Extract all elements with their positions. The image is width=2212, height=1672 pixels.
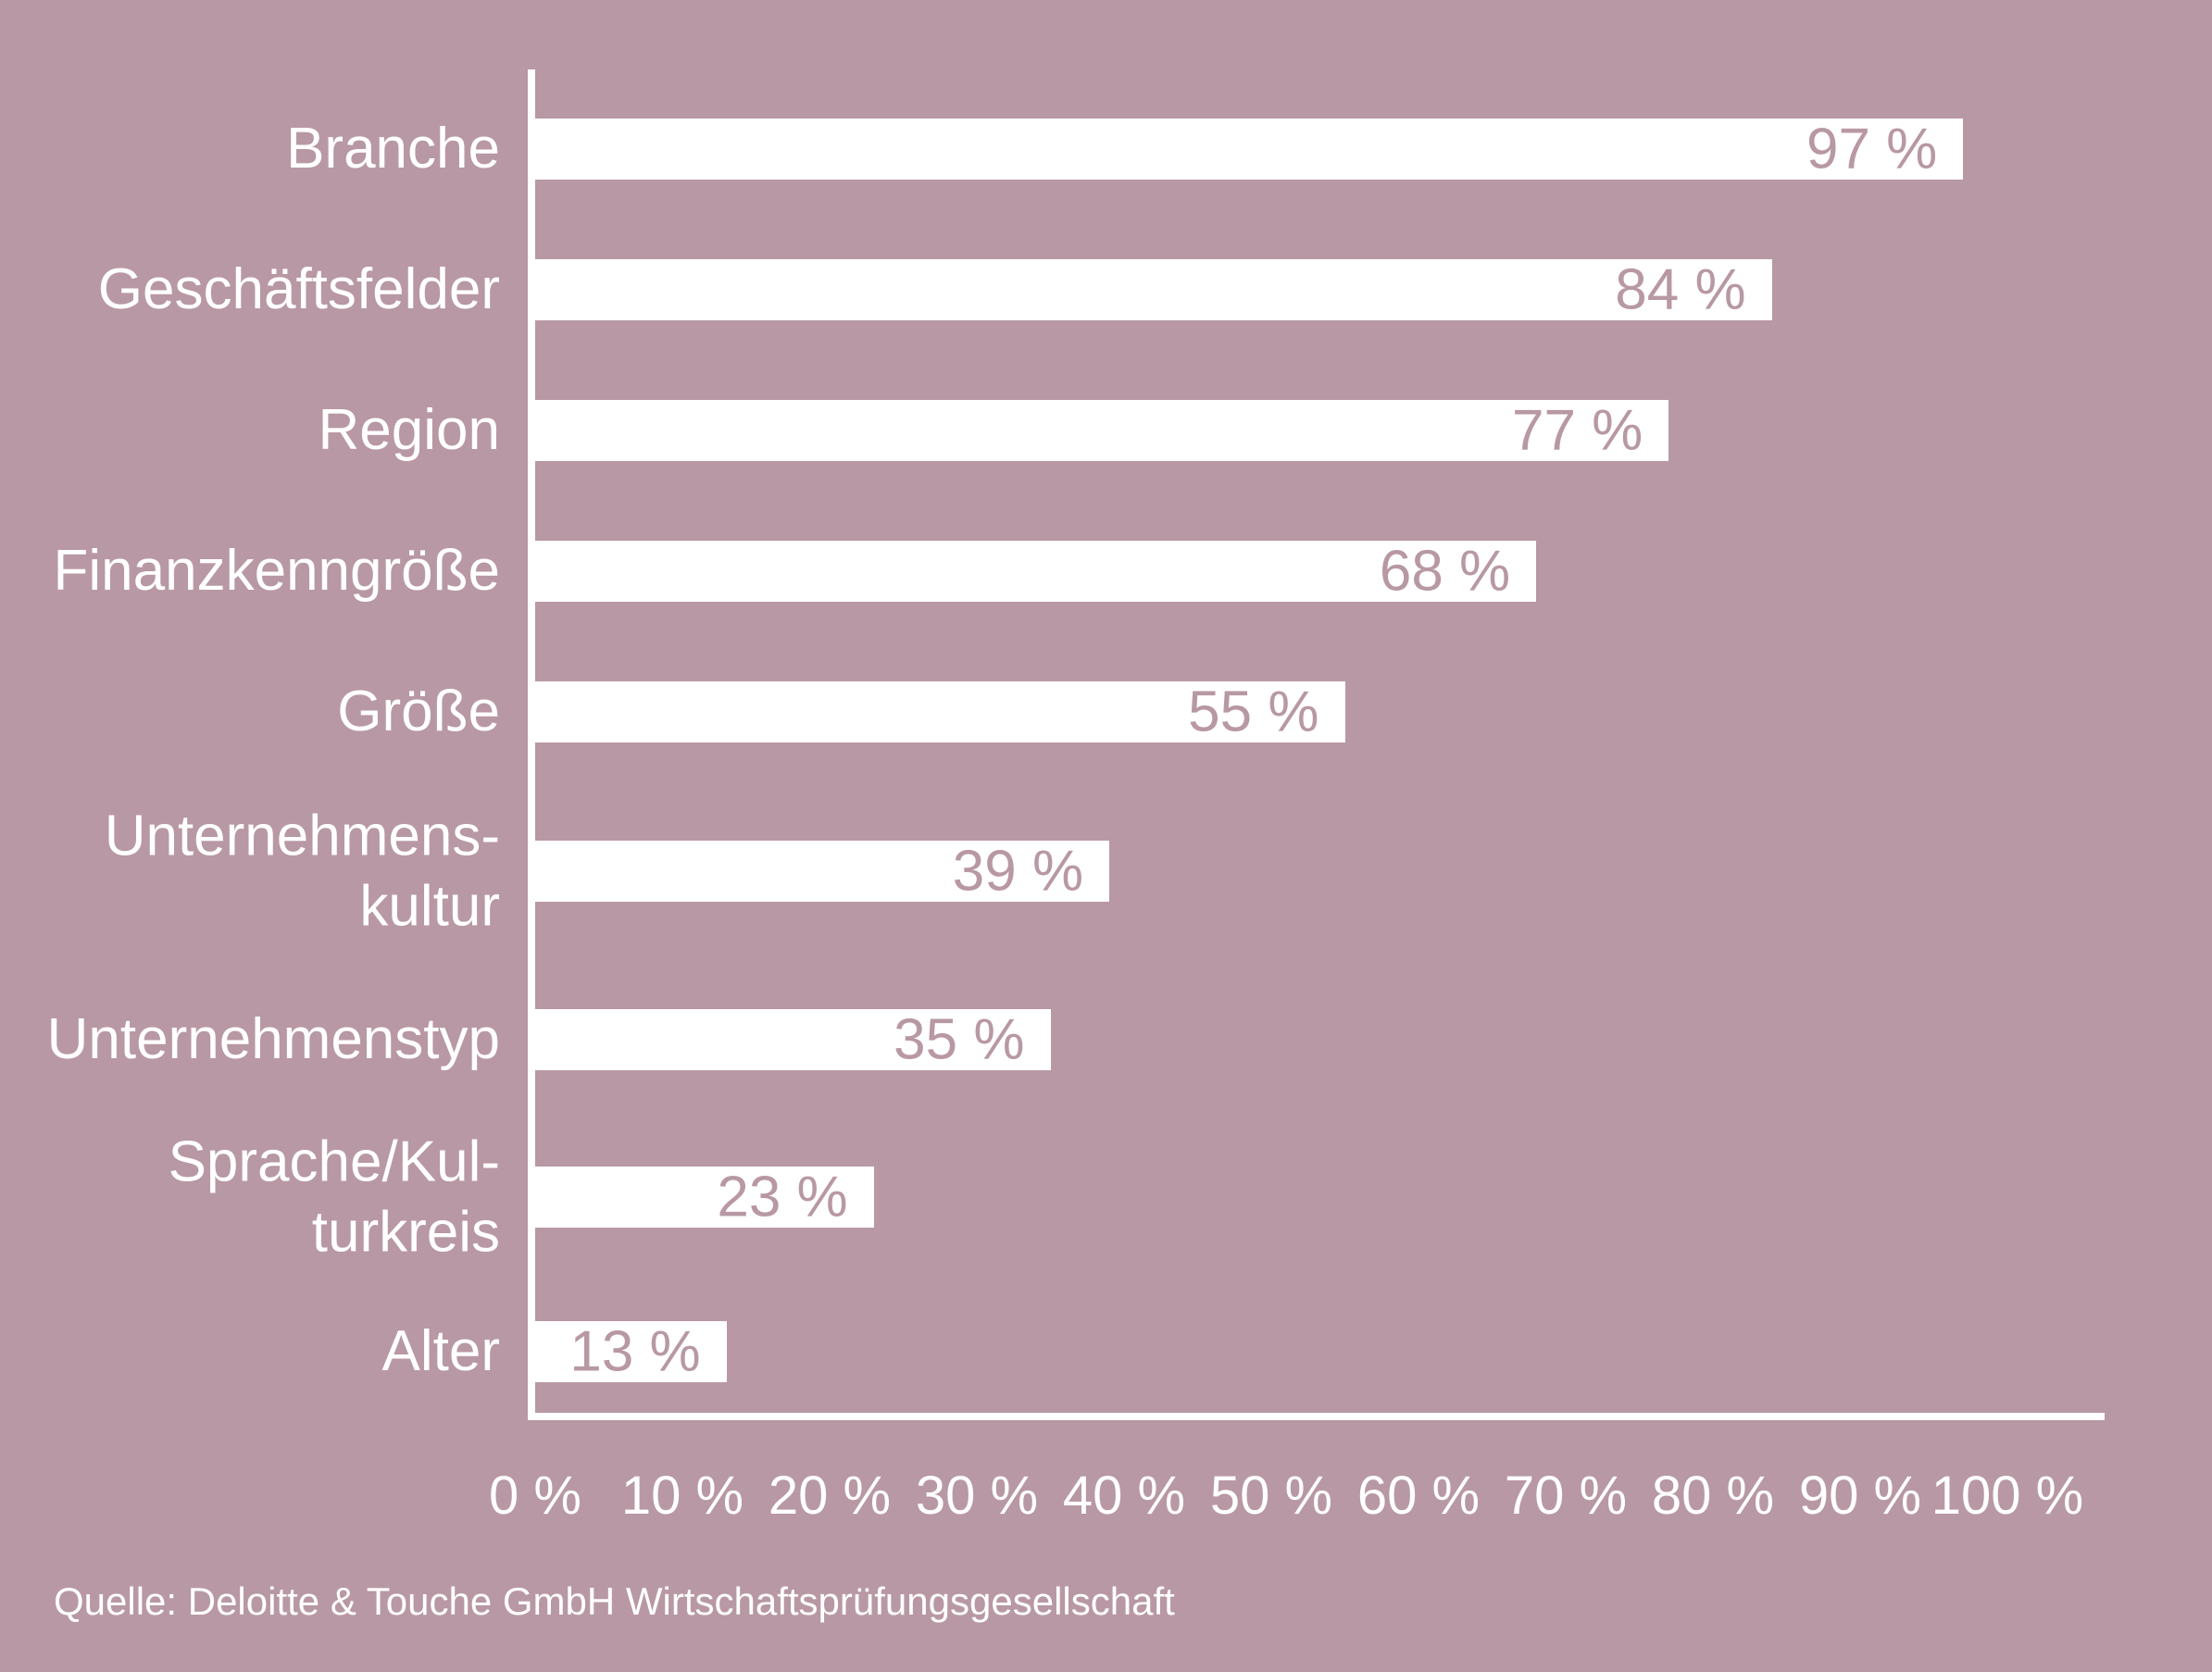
bar: 84 % — [535, 257, 1772, 322]
value-label: 68 % — [1379, 539, 1511, 604]
x-tick-label: 10 % — [620, 1466, 744, 1526]
x-tick-label: 40 % — [1062, 1466, 1186, 1526]
value-label: 23 % — [717, 1165, 848, 1229]
bar: 68 % — [535, 539, 1537, 604]
category-label: Größe — [337, 680, 500, 744]
bar: 39 % — [535, 839, 1110, 904]
x-tick-label: 80 % — [1651, 1466, 1775, 1526]
category-label: Alter — [381, 1319, 500, 1384]
bar: 13 % — [535, 1319, 727, 1384]
category-label: Finanzkenngröße — [53, 539, 501, 604]
x-tick-label: 100 % — [1931, 1466, 2084, 1526]
bar: 77 % — [535, 398, 1669, 463]
y-axis-line — [528, 69, 535, 1420]
bar: 35 % — [535, 1007, 1051, 1072]
x-axis-line — [528, 1413, 2105, 1420]
category-label: Geschäftsfelder — [97, 257, 500, 322]
x-tick-label: 90 % — [1798, 1466, 1922, 1526]
category-label: Sprache/Kul-turkreis — [168, 1129, 500, 1264]
category-label: Unternehmenstyp — [46, 1007, 500, 1072]
category-label: Unternehmens-kultur — [104, 804, 500, 938]
x-tick-label: 50 % — [1209, 1466, 1333, 1526]
bar: 55 % — [535, 680, 1345, 744]
category-label: Branche — [286, 117, 500, 181]
value-label: 13 % — [569, 1319, 701, 1384]
x-tick-label: 70 % — [1504, 1466, 1628, 1526]
value-label: 77 % — [1511, 398, 1643, 463]
value-label: 84 % — [1615, 257, 1746, 322]
x-tick-label: 60 % — [1356, 1466, 1481, 1526]
bar: 23 % — [535, 1165, 874, 1229]
bar: 97 % — [535, 117, 1964, 181]
value-label: 97 % — [1806, 117, 1938, 181]
source-note: Quelle: Deloitte & Touche GmbH Wirtschaf… — [54, 1579, 1175, 1623]
category-label: Region — [318, 398, 500, 463]
value-label: 55 % — [1188, 680, 1319, 744]
x-tick-label: 30 % — [915, 1466, 1039, 1526]
x-tick-label: 20 % — [768, 1466, 892, 1526]
value-label: 39 % — [952, 839, 1084, 904]
x-tick-label: 0 % — [489, 1466, 581, 1526]
value-label: 35 % — [894, 1007, 1025, 1072]
